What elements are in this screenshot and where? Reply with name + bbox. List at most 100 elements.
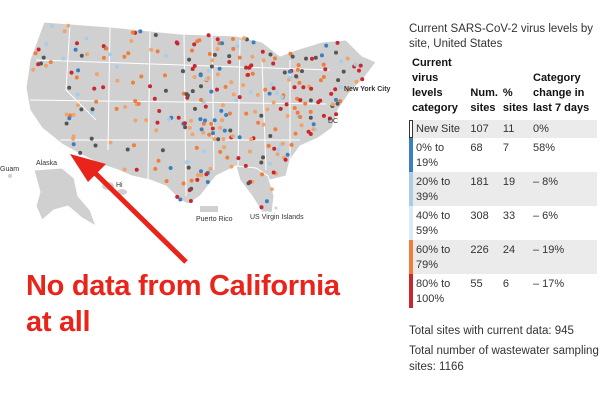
site-marker[interactable] (129, 39, 134, 43)
site-marker[interactable] (227, 111, 232, 116)
site-marker[interactable] (295, 67, 300, 72)
site-marker[interactable] (188, 199, 193, 203)
site-marker[interactable] (190, 48, 194, 53)
site-marker[interactable] (71, 134, 76, 139)
site-marker[interactable] (190, 67, 195, 71)
site-marker[interactable] (242, 36, 247, 41)
site-marker[interactable] (290, 54, 295, 59)
site-marker[interactable] (203, 118, 207, 123)
site-marker[interactable] (335, 40, 340, 45)
site-marker[interactable] (261, 122, 266, 127)
site-marker[interactable] (126, 51, 131, 56)
site-marker[interactable] (115, 78, 120, 83)
site-marker[interactable] (189, 178, 194, 183)
site-marker[interactable] (207, 52, 212, 56)
site-marker[interactable] (244, 111, 249, 116)
site-marker[interactable] (64, 112, 69, 117)
site-marker[interactable] (186, 165, 191, 170)
site-marker[interactable] (259, 160, 264, 165)
site-marker[interactable] (269, 187, 274, 192)
site-marker[interactable] (301, 85, 306, 90)
site-marker[interactable] (90, 107, 95, 112)
site-marker[interactable] (154, 128, 159, 133)
site-marker[interactable] (263, 87, 268, 92)
site-marker[interactable] (180, 69, 185, 74)
site-marker[interactable] (187, 125, 192, 130)
site-marker[interactable] (85, 52, 89, 57)
site-marker[interactable] (292, 106, 297, 110)
site-marker[interactable] (210, 58, 215, 63)
site-marker[interactable] (229, 164, 234, 169)
site-marker[interactable] (50, 23, 54, 28)
site-marker[interactable] (241, 83, 246, 88)
site-marker[interactable] (189, 186, 194, 191)
site-marker[interactable] (319, 53, 324, 58)
site-marker[interactable] (44, 41, 49, 46)
site-marker[interactable] (156, 158, 161, 163)
site-marker[interactable] (334, 112, 339, 117)
site-marker[interactable] (101, 55, 106, 60)
site-marker[interactable] (243, 163, 248, 168)
site-marker[interactable] (218, 125, 223, 130)
site-marker[interactable] (333, 87, 338, 92)
site-marker[interactable] (228, 128, 233, 133)
site-marker[interactable] (211, 131, 215, 136)
site-marker[interactable] (31, 67, 36, 72)
site-marker[interactable] (276, 147, 281, 152)
site-marker[interactable] (222, 145, 227, 150)
site-marker[interactable] (271, 61, 276, 66)
site-marker[interactable] (215, 87, 219, 92)
site-marker[interactable] (36, 47, 41, 52)
site-marker[interactable] (160, 148, 165, 153)
site-marker[interactable] (268, 134, 273, 138)
site-marker[interactable] (285, 113, 290, 118)
site-marker[interactable] (280, 141, 285, 146)
site-marker[interactable] (250, 54, 255, 59)
site-marker[interactable] (267, 91, 272, 96)
site-marker[interactable] (39, 61, 43, 66)
site-marker[interactable] (321, 62, 326, 67)
site-marker[interactable] (264, 199, 269, 204)
site-marker[interactable] (237, 55, 242, 60)
site-marker[interactable] (163, 73, 167, 78)
site-marker[interactable] (114, 64, 119, 69)
site-marker[interactable] (321, 75, 326, 79)
site-marker[interactable] (221, 103, 225, 108)
site-marker[interactable] (297, 80, 302, 85)
site-marker[interactable] (190, 132, 195, 137)
site-marker[interactable] (354, 79, 359, 84)
site-marker[interactable] (216, 137, 221, 142)
site-marker[interactable] (292, 85, 297, 90)
site-marker[interactable] (293, 131, 298, 136)
site-marker[interactable] (345, 88, 350, 93)
site-marker[interactable] (71, 113, 76, 117)
site-marker[interactable] (219, 108, 224, 113)
site-marker[interactable] (136, 101, 141, 106)
site-marker[interactable] (195, 39, 200, 44)
site-marker[interactable] (234, 98, 239, 103)
site-marker[interactable] (138, 29, 143, 34)
site-marker[interactable] (76, 68, 81, 73)
site-marker[interactable] (338, 85, 343, 90)
site-marker[interactable] (345, 56, 350, 61)
site-marker[interactable] (221, 137, 226, 141)
site-marker[interactable] (318, 98, 323, 103)
site-marker[interactable] (231, 37, 235, 41)
site-marker[interactable] (255, 92, 260, 97)
site-marker[interactable] (94, 72, 99, 77)
site-marker[interactable] (209, 121, 214, 126)
site-marker[interactable] (182, 121, 187, 126)
site-marker[interactable] (205, 180, 210, 184)
site-marker[interactable] (218, 149, 223, 154)
site-marker[interactable] (336, 78, 341, 83)
site-marker[interactable] (335, 101, 340, 106)
site-marker[interactable] (89, 110, 94, 115)
site-marker[interactable] (237, 135, 242, 140)
site-marker[interactable] (155, 49, 160, 54)
site-marker[interactable] (183, 125, 188, 130)
site-marker[interactable] (67, 116, 72, 121)
site-marker[interactable] (199, 84, 203, 89)
site-marker[interactable] (220, 118, 225, 123)
site-marker[interactable] (199, 97, 204, 102)
site-marker[interactable] (247, 65, 252, 70)
